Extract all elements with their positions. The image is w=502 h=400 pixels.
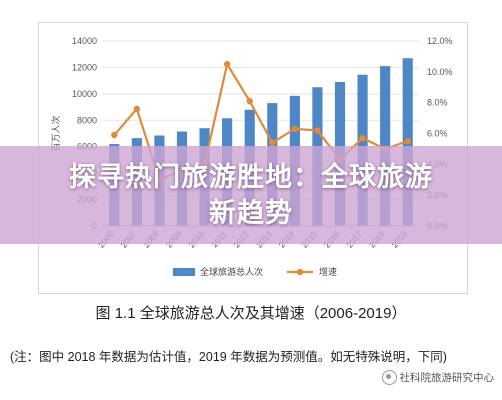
title-banner [0,146,502,244]
wechat-icon [381,370,397,385]
growth-point [291,125,299,133]
legend-line-marker [296,268,304,276]
growth-point [359,134,366,142]
growth-point [111,131,118,139]
y-right-tick-label: 8.0% [427,98,448,108]
growth-point [404,138,411,145]
growth-point [314,127,321,134]
watermark: 社科院旅游研究中心 [381,370,495,385]
growth-point [269,139,276,146]
figure-note: (注：图中 2018 年数据为估计值，2019 年数据为预测值。如无特殊说明，下… [10,350,447,364]
y-axis-label: 百万人次 [50,115,62,151]
y-left-tick-label: 10000 [72,89,97,99]
figure-caption: 图 1.1 全球旅游总人次及其增速（2006-2019） [95,305,407,322]
watermark-text: 社科院旅游研究中心 [399,372,495,384]
y-left-tick-label: 14000 [72,36,97,46]
legend-bar-label: 全球旅游总人次 [200,266,263,278]
y-right-tick-label: 6.0% [427,129,448,139]
y-left-tick-label: 12000 [72,62,97,72]
banner-title-line-2: 新趋势 [209,198,293,229]
banner-title-line-1: 探寻热门旅游胜地：全球旅游 [69,162,433,193]
growth-point [223,60,231,68]
y-right-tick-label: 10.0% [427,67,453,77]
y-left-tick-label: 8000 [77,115,97,125]
banner-title: 探寻热门旅游胜地：全球旅游 新趋势 [0,160,502,232]
legend-bar-swatch [173,268,195,276]
legend-line-label: 增速 [319,266,337,278]
y-right-tick-label: 12.0% [427,36,453,46]
growth-point [246,97,253,105]
growth-point [133,105,141,113]
